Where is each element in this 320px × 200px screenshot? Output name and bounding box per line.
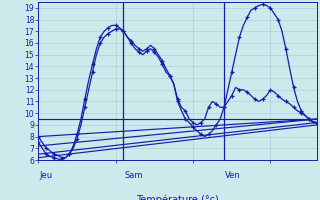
Text: Sam: Sam <box>125 171 143 180</box>
Text: Ven: Ven <box>225 171 241 180</box>
Text: Jeu: Jeu <box>40 171 53 180</box>
Text: Température (°c): Température (°c) <box>136 195 219 200</box>
